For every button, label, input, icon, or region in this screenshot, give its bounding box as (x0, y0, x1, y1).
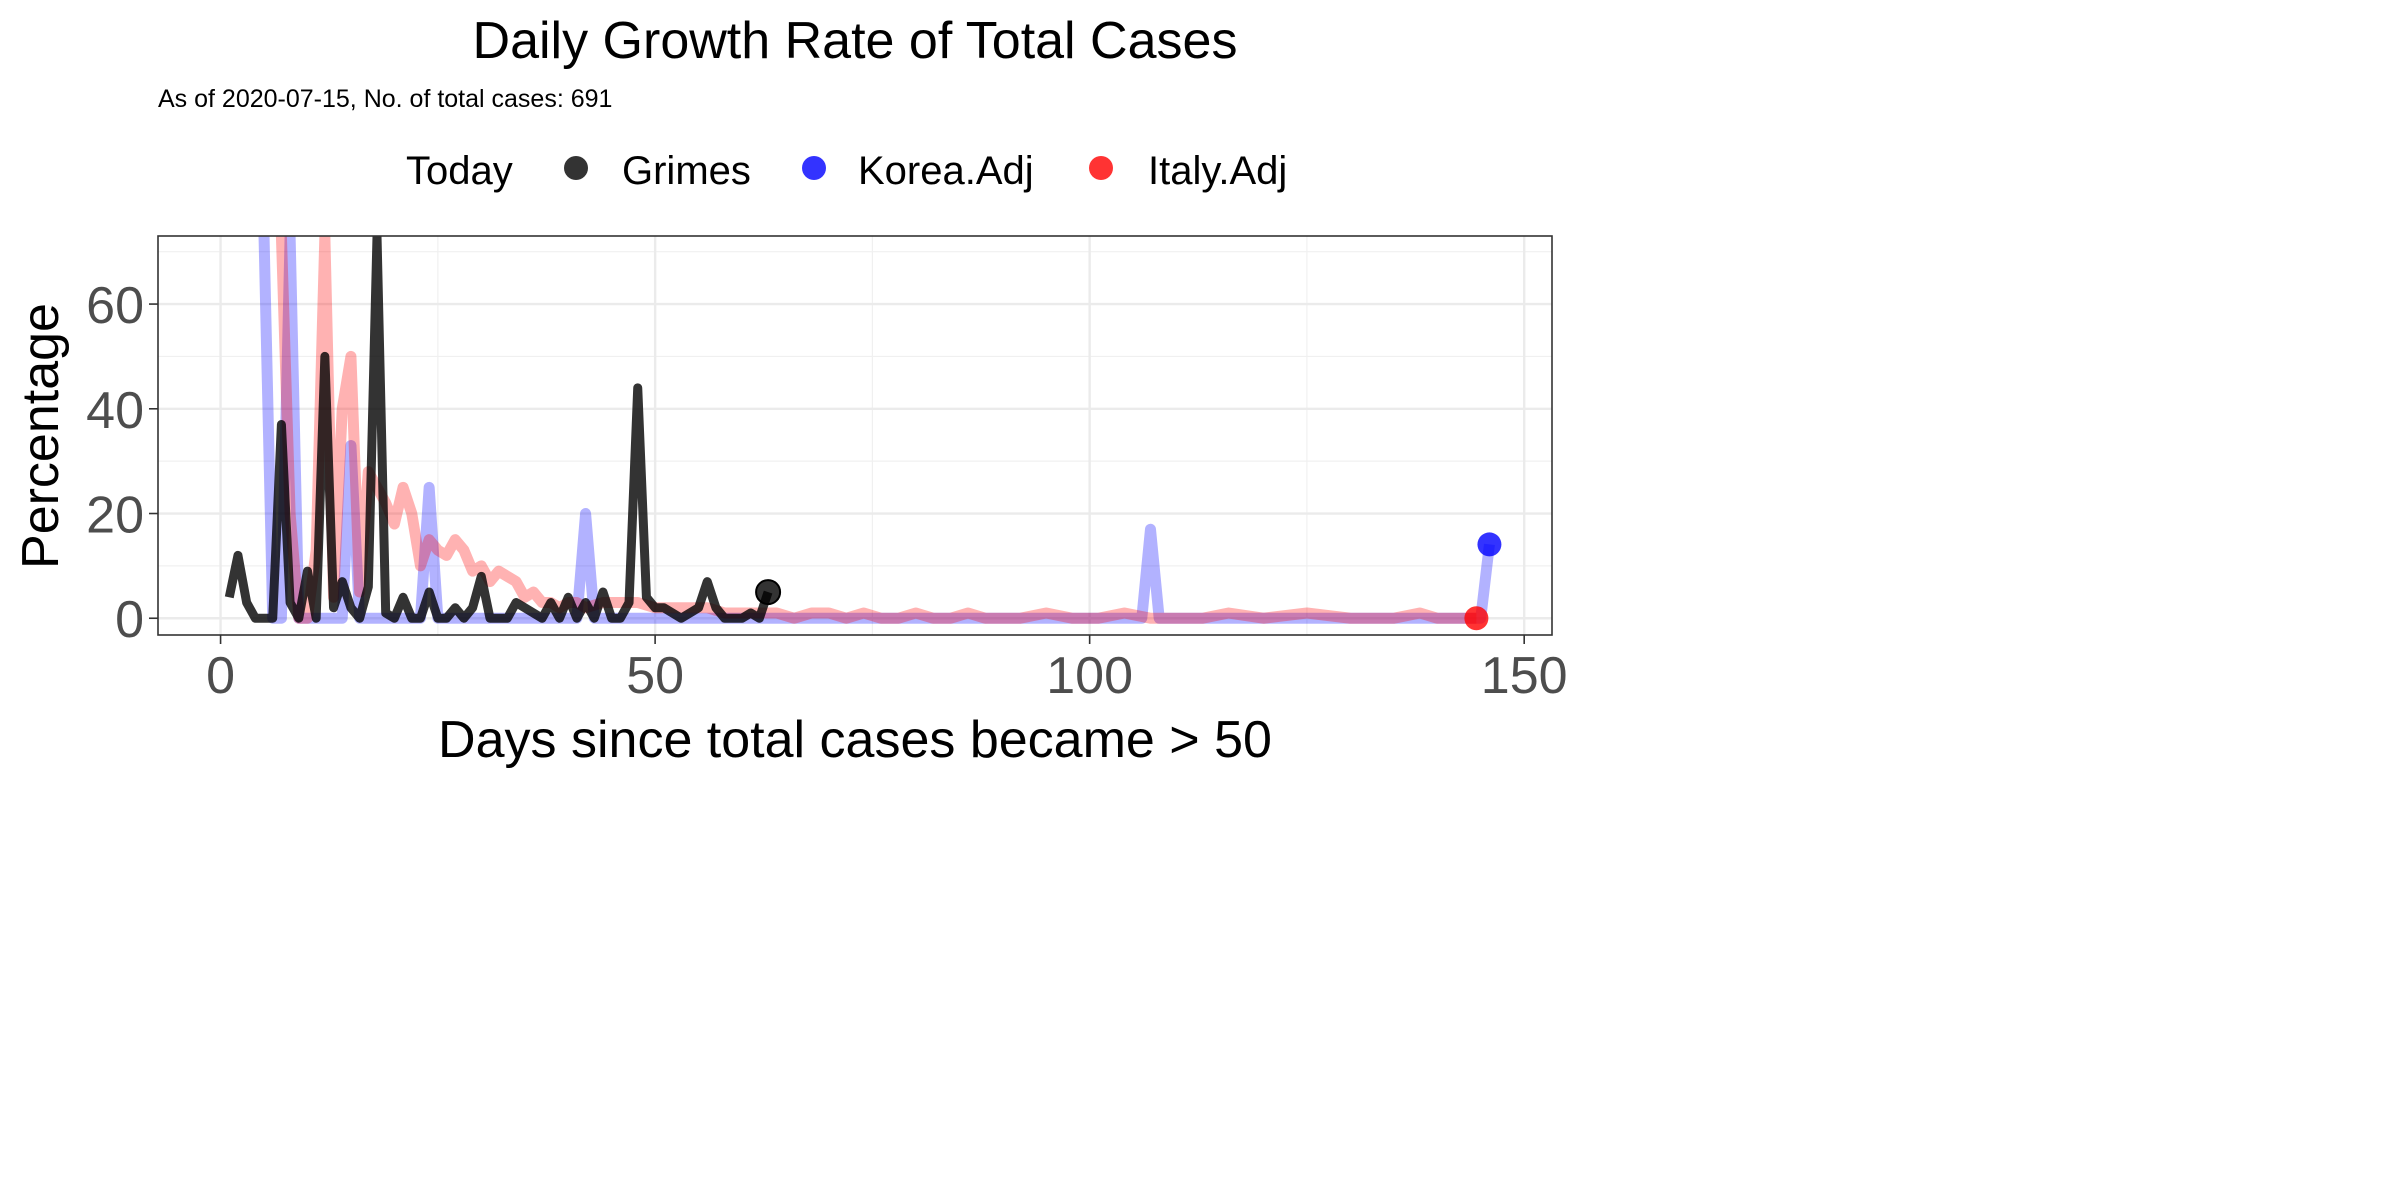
series-line-grimes (224, 236, 773, 623)
today-marker-grimes (755, 579, 782, 606)
x-tick-label: 50 (626, 647, 684, 705)
chart-title: Daily Growth Rate of Total Cases (473, 12, 1238, 70)
series-line-korea-adj (258, 236, 1495, 624)
y-tick-label: 60 (86, 277, 144, 335)
legend-title: Today (406, 149, 513, 193)
chart-subtitle: As of 2020-07-15, No. of total cases: 69… (158, 85, 612, 113)
legend: Today Grimes Korea.Adj Italy.Adj (406, 149, 1287, 193)
y-axis-title: Percentage (12, 303, 70, 569)
legend-item-grimes: Grimes (564, 149, 751, 193)
legend-swatch-korea (802, 156, 826, 180)
x-tick-label: 0 (206, 647, 235, 705)
legend-label-korea: Korea.Adj (858, 149, 1034, 193)
x-tick-label: 150 (1481, 647, 1568, 705)
legend-item-korea: Korea.Adj (802, 149, 1034, 193)
series-line-italy-adj (275, 236, 1477, 624)
series-lines (224, 236, 1495, 624)
plot-panel-border (157, 235, 1553, 636)
growth-rate-chart: Daily Growth Rate of Total Cases As of 2… (12, 12, 1568, 769)
legend-item-italy: Italy.Adj (1089, 149, 1287, 193)
today-marker-italy-adj (1464, 606, 1489, 631)
legend-swatch-italy (1089, 156, 1113, 180)
y-tick-label: 0 (115, 591, 144, 649)
x-tick-label: 100 (1046, 647, 1133, 705)
legend-swatch-grimes (564, 156, 588, 180)
axes: 0 50 100 150 0 20 40 60 (86, 277, 1567, 705)
legend-label-grimes: Grimes (622, 149, 751, 193)
y-tick-label: 20 (86, 487, 144, 545)
today-marker-korea-adj (1477, 532, 1502, 557)
legend-label-italy: Italy.Adj (1148, 149, 1287, 193)
x-axis-title: Days since total cases became > 50 (438, 711, 1272, 769)
series-layer (224, 236, 1502, 631)
y-tick-label: 40 (86, 382, 144, 440)
